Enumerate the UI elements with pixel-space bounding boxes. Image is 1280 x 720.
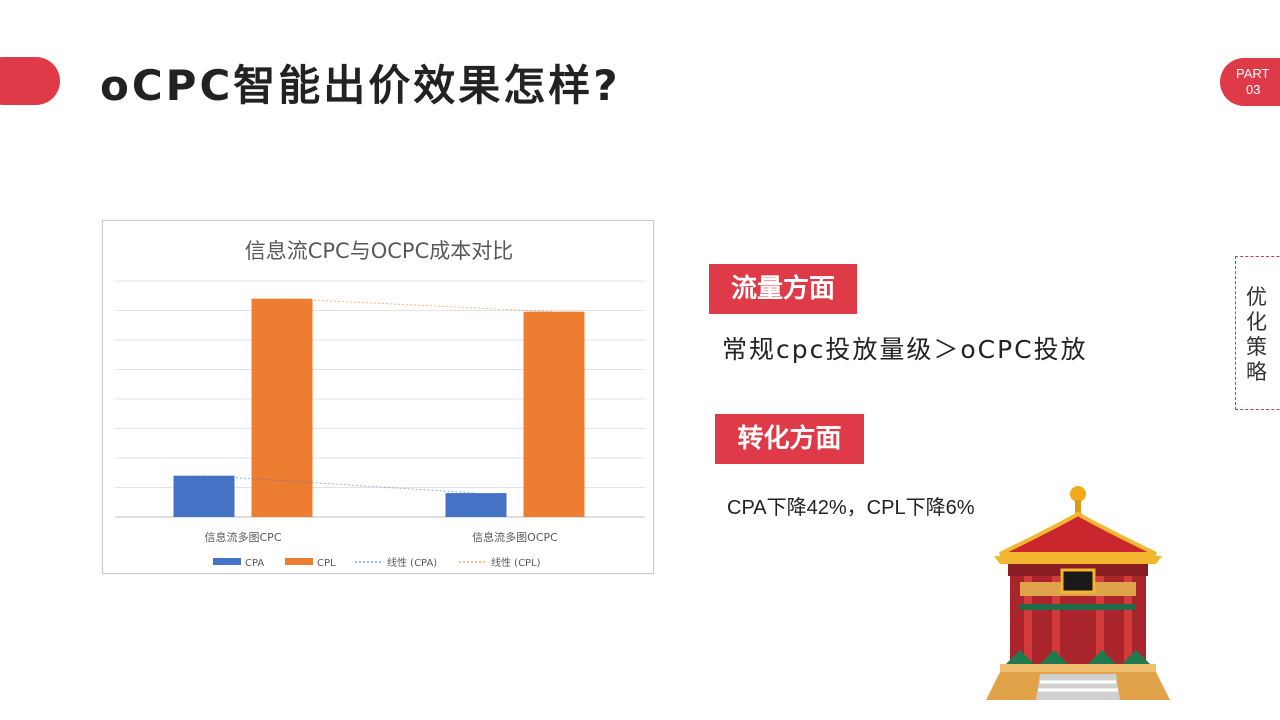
bar-cpa xyxy=(445,493,507,517)
bar-cpl xyxy=(523,311,585,517)
part-label: PART xyxy=(1236,66,1270,81)
conversion-section-text: CPA下降42%，CPL下降6% xyxy=(727,497,975,519)
x-tick-label: 信息流多图OCPC xyxy=(472,530,558,544)
trendline-cpl xyxy=(281,298,555,313)
legend-label: CPA xyxy=(245,558,264,569)
bar-cpl xyxy=(251,298,313,517)
side-tab-label: 优化策略 xyxy=(1246,285,1267,384)
legend-label: 线性 (CPA) xyxy=(387,556,437,569)
side-tab-optimization[interactable]: 优化策略 xyxy=(1235,256,1280,410)
bar-cpa xyxy=(173,475,235,517)
legend-swatch xyxy=(213,558,241,565)
part-number: 03 xyxy=(1246,82,1261,97)
part-badge: PART 03 xyxy=(1220,58,1280,106)
chinese-pavilion-icon xyxy=(986,486,1170,700)
header-accent-bar xyxy=(0,57,60,105)
page-title: oCPC智能出价效果怎样? xyxy=(100,61,621,110)
legend-label: CPL xyxy=(317,558,336,569)
conversion-section-tag: 转化方面 xyxy=(715,414,864,464)
traffic-section-tag: 流量方面 xyxy=(709,264,857,314)
trendline-cpa xyxy=(203,475,477,494)
chart-title: 信息流CPC与OCPC成本对比 xyxy=(245,239,514,263)
legend-swatch xyxy=(285,558,313,565)
legend-label: 线性 (CPL) xyxy=(491,556,541,569)
cost-comparison-chart: 信息流CPC与OCPC成本对比信息流多图CPC 信息流多图OCPC CPA CPL 线性… xyxy=(102,220,654,574)
x-tick-label: 信息流多图CPC xyxy=(205,530,282,544)
traffic-section-text: 常规cpc投放量级＞oCPC投放 xyxy=(722,335,1088,364)
